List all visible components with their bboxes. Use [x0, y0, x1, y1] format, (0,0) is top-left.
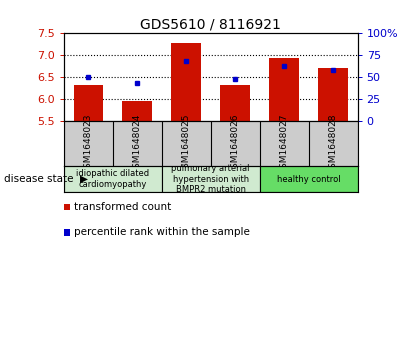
Text: GSM1648023: GSM1648023	[84, 113, 93, 174]
Text: pulmonary arterial
hypertension with
BMPR2 mutation: pulmonary arterial hypertension with BMP…	[171, 164, 250, 194]
Bar	[122, 101, 152, 121]
Bar	[220, 85, 250, 121]
Bar	[74, 85, 103, 121]
Bar	[319, 68, 348, 121]
Bar	[171, 43, 201, 121]
Text: disease state  ▶: disease state ▶	[4, 174, 88, 184]
Bar	[162, 166, 260, 192]
Text: GSM1648024: GSM1648024	[133, 113, 142, 174]
Text: GSM1648026: GSM1648026	[231, 113, 240, 174]
Text: idiopathic dilated
cardiomyopathy: idiopathic dilated cardiomyopathy	[76, 170, 149, 189]
Text: GSM1648025: GSM1648025	[182, 113, 191, 174]
Bar	[260, 166, 358, 192]
Title: GDS5610 / 8116921: GDS5610 / 8116921	[140, 17, 281, 32]
Text: GSM1648028: GSM1648028	[328, 113, 337, 174]
Text: healthy control: healthy control	[277, 175, 340, 184]
Text: GSM1648027: GSM1648027	[279, 113, 289, 174]
Bar	[64, 166, 162, 192]
Bar	[270, 58, 299, 121]
Text: transformed count: transformed count	[74, 202, 172, 212]
Text: percentile rank within the sample: percentile rank within the sample	[74, 227, 250, 237]
